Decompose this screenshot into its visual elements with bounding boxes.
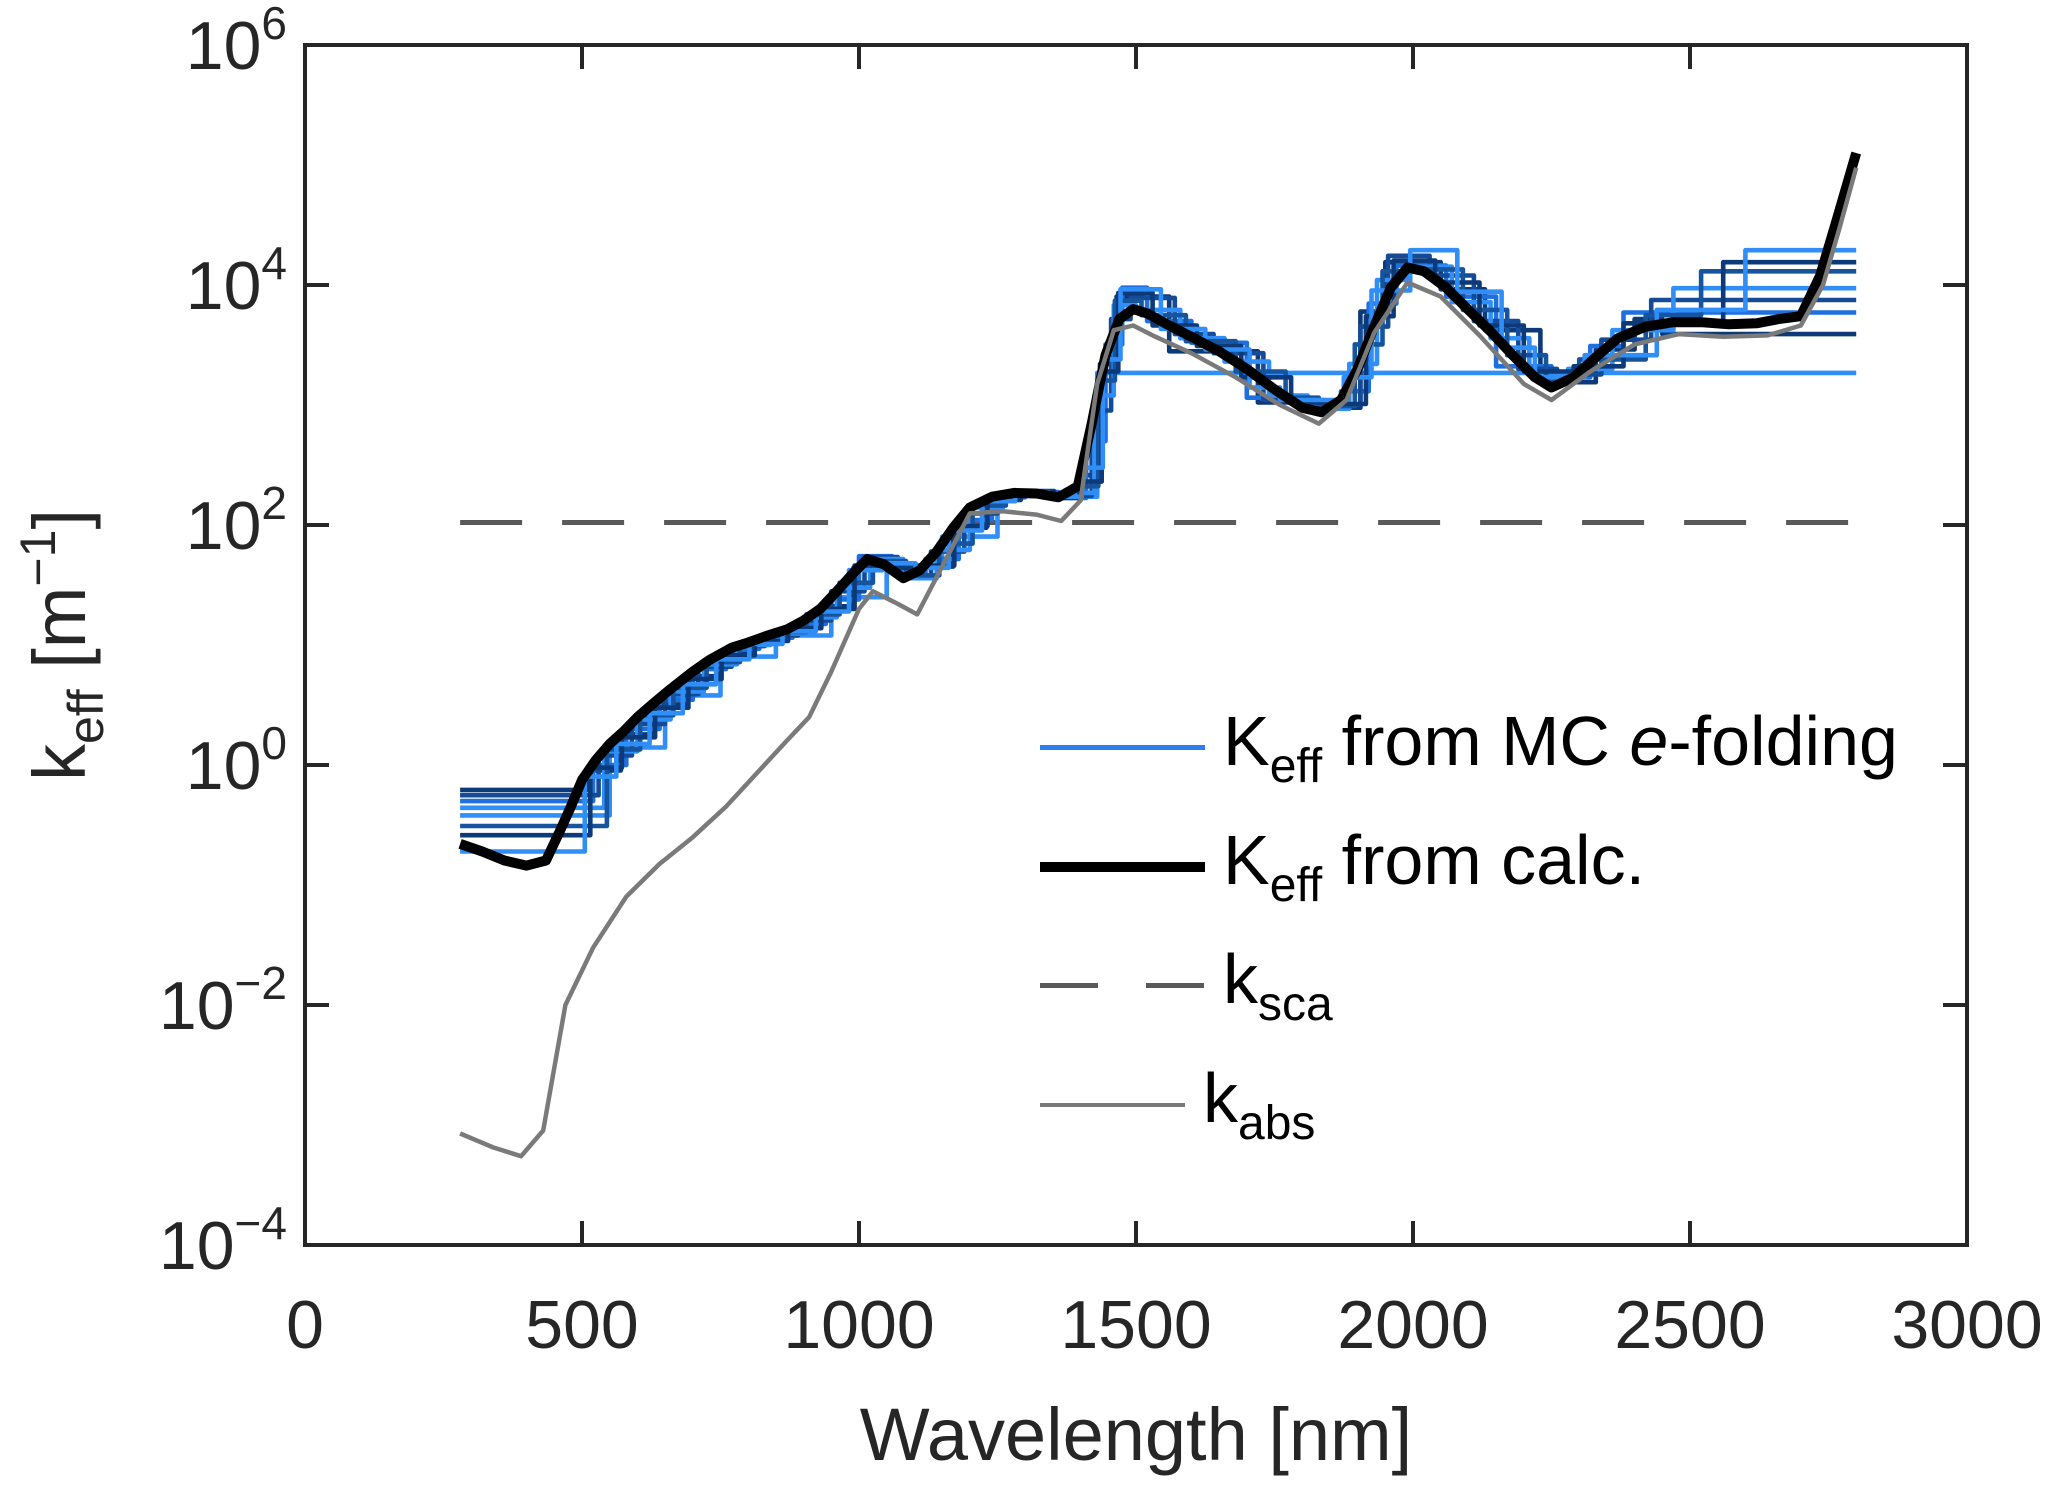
legend: Keff from MC e-folding Keff from calc. k…: [1040, 688, 1898, 1164]
svg-text:104: 104: [186, 237, 287, 324]
legend-sample-ksca-line: [1040, 983, 1205, 988]
legend-text: from MC: [1322, 702, 1630, 780]
svg-text:500: 500: [525, 1287, 638, 1363]
legend-text: K: [1223, 821, 1270, 899]
legend-text: from calc.: [1322, 821, 1646, 899]
legend-text-sub: sca: [1258, 978, 1333, 1031]
legend-text-sub: abs: [1238, 1097, 1316, 1150]
y-label-units-open: [m: [18, 586, 101, 690]
legend-sample-keff-calc-line: [1040, 861, 1205, 872]
legend-text: K: [1223, 702, 1270, 780]
svg-text:10−4: 10−4: [159, 1197, 287, 1284]
legend-row-ksca: ksca: [1040, 926, 1898, 1045]
legend-row-keff-mc: Keff from MC e-folding: [1040, 688, 1898, 807]
svg-text:102: 102: [186, 477, 287, 564]
legend-text-sub: eff: [1269, 740, 1323, 793]
legend-label-kabs: kabs: [1203, 1058, 1315, 1151]
svg-text:0: 0: [286, 1287, 324, 1363]
legend-label-keff-calc: Keff from calc.: [1223, 820, 1645, 913]
legend-text-sub: eff: [1269, 859, 1323, 912]
y-label-exponent: −1: [10, 529, 66, 587]
legend-row-kabs: kabs: [1040, 1045, 1898, 1164]
legend-text: -folding: [1668, 702, 1898, 780]
x-axis-label: Wavelength [nm]: [859, 1393, 1413, 1476]
svg-text:2500: 2500: [1614, 1287, 1765, 1363]
svg-text:2000: 2000: [1337, 1287, 1488, 1363]
svg-text:1000: 1000: [783, 1287, 934, 1363]
svg-text:10−2: 10−2: [159, 957, 287, 1044]
svg-text:100: 100: [186, 717, 287, 804]
svg-text:106: 106: [186, 0, 287, 84]
svg-text:3000: 3000: [1891, 1287, 2042, 1363]
legend-sample-kabs-line: [1040, 1102, 1185, 1107]
legend-text: k: [1203, 1059, 1238, 1137]
legend-text: k: [1223, 940, 1258, 1018]
y-axis-label: keff [m−1]: [9, 509, 115, 781]
legend-label-ksca: ksca: [1223, 939, 1333, 1032]
y-label-base: k: [18, 744, 101, 782]
legend-sample-keff-mc-line: [1040, 745, 1205, 750]
y-label-units-close: ]: [18, 508, 101, 530]
svg-text:1500: 1500: [1060, 1287, 1211, 1363]
legend-row-keff-calc: Keff from calc.: [1040, 807, 1898, 926]
legend-text-italic: e: [1629, 702, 1669, 780]
y-label-subscript: eff: [58, 689, 114, 745]
legend-label-keff-mc: Keff from MC e-folding: [1223, 701, 1898, 794]
